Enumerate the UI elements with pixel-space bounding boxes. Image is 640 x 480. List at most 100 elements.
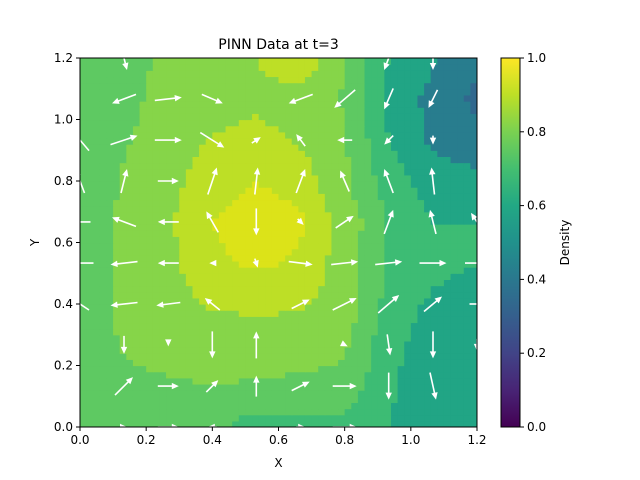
contour-cell [384, 94, 392, 102]
contour-cell [278, 291, 286, 299]
contour-cell [192, 279, 200, 287]
contour-cell [232, 125, 240, 133]
contour-cell [285, 353, 293, 360]
contour-cell [199, 414, 207, 422]
contour-cell [132, 390, 141, 397]
contour-cell [384, 254, 392, 262]
contour-cell [225, 304, 233, 311]
contour-cell [93, 279, 101, 287]
contour-cell [331, 267, 339, 274]
contour-cell [232, 76, 240, 84]
contour-cell [364, 359, 372, 367]
contour-cell [430, 248, 438, 256]
contour-cell [417, 174, 425, 182]
contour-cell [278, 94, 286, 102]
contour-cell [470, 310, 477, 317]
velocity-arrow [80, 221, 91, 223]
contour-cell [371, 285, 379, 293]
contour-cell [159, 420, 167, 427]
contour-cell [384, 162, 392, 170]
contour-cell [311, 328, 319, 336]
contour-cell [185, 131, 194, 139]
contour-cell [304, 174, 313, 182]
contour-cell [298, 70, 306, 78]
contour-cell [457, 390, 465, 397]
contour-cell [192, 273, 200, 280]
contour-cell [119, 291, 127, 299]
contour-cell [470, 70, 477, 78]
contour-cell [318, 217, 326, 225]
contour-cell [126, 414, 134, 422]
contour-cell [218, 242, 227, 250]
contour-cell [377, 396, 385, 403]
contour-cell [397, 273, 405, 280]
contour-cell [291, 150, 299, 157]
contour-cell [139, 396, 147, 403]
contour-cell [397, 236, 405, 244]
contour-cell [119, 193, 127, 201]
contour-cell [285, 162, 293, 170]
contour-cell [377, 101, 385, 108]
contour-cell [126, 125, 134, 133]
contour-cell [397, 260, 405, 268]
contour-cell [86, 347, 94, 354]
contour-cell [338, 205, 346, 213]
contour-cell [457, 254, 465, 262]
contour-cell [132, 76, 141, 84]
contour-cell [192, 156, 200, 164]
y-tick-label: 0.2 [54, 359, 73, 373]
contour-cell [304, 414, 313, 422]
contour-cell [238, 236, 247, 244]
contour-cell [225, 390, 233, 397]
contour-cell [377, 125, 385, 133]
contour-cell [192, 310, 200, 317]
contour-cell [225, 82, 233, 90]
velocity-arrow [296, 423, 306, 427]
contour-cell [344, 162, 352, 170]
contour-cell [417, 304, 425, 311]
y-tick-label: 0.8 [54, 174, 73, 188]
contour-cell [298, 316, 306, 324]
contour-cell [304, 94, 313, 102]
contour-cell [192, 187, 200, 194]
contour-cell [132, 334, 141, 342]
contour-cell [212, 396, 220, 403]
contour-cell [410, 316, 419, 324]
contour-cell [252, 64, 260, 71]
contour-cell [212, 217, 220, 225]
contour-cell [192, 377, 200, 385]
contour-cell [318, 94, 326, 102]
contour-cell [199, 267, 207, 274]
contour-cell [463, 402, 471, 410]
contour-cell [437, 150, 445, 157]
contour-cell [304, 297, 313, 305]
contour-cell [86, 162, 94, 170]
contour-cell [225, 107, 233, 114]
contour-cell [166, 328, 174, 336]
contour-cell [318, 58, 326, 65]
contour-cell [86, 377, 94, 385]
contour-cell [470, 217, 477, 225]
contour-cell [185, 310, 194, 317]
contour-cell [404, 371, 412, 379]
contour-cell [159, 408, 167, 416]
contour-cell [86, 82, 94, 90]
contour-cell [463, 396, 471, 403]
contour-cell [258, 205, 266, 213]
contour-cell [390, 156, 399, 164]
contour-cell [397, 304, 405, 311]
contour-cell [265, 205, 273, 213]
contour-cell [252, 94, 260, 102]
contour-cell [199, 76, 207, 84]
contour-cell [185, 64, 194, 71]
contour-cell [119, 390, 127, 397]
contour-cell [99, 267, 108, 274]
contour-cell [470, 144, 477, 151]
contour-cell [338, 383, 346, 391]
contour-cell [238, 420, 247, 427]
contour-cell [443, 64, 452, 71]
contour-cell [324, 205, 333, 213]
contour-cell [113, 119, 121, 127]
contour-cell [338, 408, 346, 416]
contour-cell [225, 285, 233, 293]
